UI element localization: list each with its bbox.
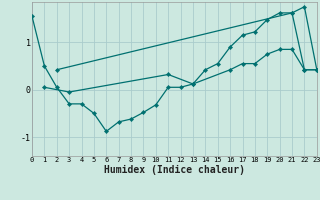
- X-axis label: Humidex (Indice chaleur): Humidex (Indice chaleur): [104, 165, 245, 175]
